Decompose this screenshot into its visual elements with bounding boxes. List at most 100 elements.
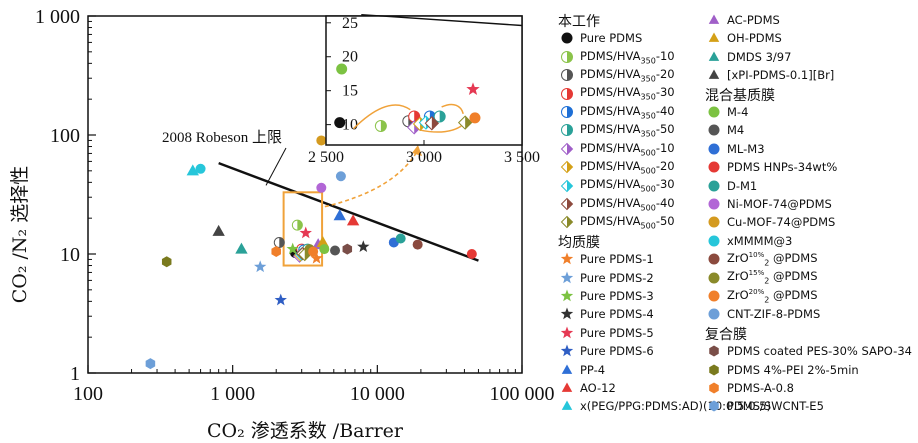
point-pure-pdms-1 [310, 251, 323, 264]
legend-label-text: OH-PDMS [727, 31, 782, 46]
triangle-marker-icon [561, 400, 573, 411]
legend-label-suffix: -30 [655, 177, 675, 192]
legend-item: PDMS/HVA500-40 [560, 196, 675, 212]
legend-label-sub: 500 [640, 221, 656, 231]
legend-item: CNT-ZIF-8-PDMS [707, 306, 820, 322]
legend-label: PDMS/HVA500-30 [580, 177, 675, 193]
legend-label-text: Pure PDMS [580, 31, 643, 46]
legend-marker [561, 32, 573, 44]
legend-marker [561, 69, 573, 82]
legend-label: Pure PDMS-3 [580, 289, 654, 303]
legend-marker [708, 216, 720, 228]
legend-label-suffix: -10 [655, 48, 675, 63]
legend-marker [708, 290, 720, 302]
legend-label-sub: 500 [640, 166, 656, 176]
inset-point-pure-pdms [334, 117, 346, 129]
legend-label-text: Cu-MOF-74@PDMS [727, 215, 836, 230]
diamond-marker-icon [560, 142, 574, 156]
y-tick-label: 10 [60, 244, 80, 266]
legend-marker [708, 180, 720, 192]
legend-label-suffix: @PDMS [769, 251, 818, 266]
legend-label-text: Pure PDMS-1 [580, 252, 654, 267]
diamond-marker-icon [560, 216, 574, 229]
point-zro2-10-pdms [412, 239, 423, 250]
legend-label-text: PDMS/HVA [580, 48, 641, 63]
legend-marker [708, 235, 720, 247]
legend-marker [709, 400, 719, 412]
legend-label-suffix: -20 [655, 159, 675, 174]
legend-label-text: PDMS/SWCNT-E5 [727, 399, 824, 414]
legend-marker [708, 161, 720, 173]
legend-label-text: PDMS coated PES-30% SAPO-34 [727, 344, 912, 359]
point-m4 [330, 245, 341, 256]
legend-item: Pure PDMS-3 [560, 288, 654, 304]
legend-label-text: PDMS/HVA [580, 85, 641, 100]
legend-label: PDMS/HVA350-50 [580, 122, 675, 138]
legend-marker [709, 364, 719, 376]
x-axis-title: CO₂ 渗透系数 /Barrer [207, 420, 404, 442]
legend-label: PDMS/HVA500-10 [580, 141, 675, 157]
legend-item: OH-PDMS [707, 30, 782, 46]
legend-label: PDMS/HVA500-20 [580, 159, 675, 175]
legend-label: PDMS/HVA350-20 [580, 67, 675, 83]
legend-label-suffix: -50 [655, 214, 675, 229]
zoom-arrow [324, 149, 419, 208]
legend-item: PDMS/HVA500-30 [560, 177, 675, 194]
y-tick-label: 1 000 [35, 6, 80, 28]
point-zro2-20-pdms [308, 246, 319, 257]
point-pp-4 [333, 209, 346, 221]
triangle-marker-icon [708, 69, 720, 80]
triangle-marker-icon [561, 382, 573, 392]
circle-marker-icon [708, 143, 720, 155]
legend-marker [561, 400, 573, 411]
x-tick-label: 100 000 [490, 383, 555, 405]
circle-marker-icon [708, 272, 720, 284]
legend-label: CNT-ZIF-8-PDMS [727, 307, 820, 321]
legend-label-text: Pure PDMS-5 [580, 325, 654, 340]
legend-item: Cu-MOF-74@PDMS [707, 214, 835, 230]
star-marker-icon [560, 344, 574, 357]
inset-point-pure-pdms-5 [466, 82, 480, 95]
inset-arrow [441, 103, 464, 114]
legend-marker [560, 271, 574, 283]
zoom-arrowhead [412, 145, 422, 156]
legend-item: M-4 [707, 104, 748, 120]
circle-marker-icon [708, 106, 720, 118]
point-pdms-hnps-34wt [466, 249, 477, 259]
point-xmmmm-3 [195, 163, 206, 174]
inset-x-tick-label: 3 500 [504, 149, 540, 166]
legend-item: D-M1 [707, 178, 757, 194]
legend-item: PDMS-A-0.8 [707, 380, 794, 396]
legend-marker [708, 106, 720, 118]
legend-label: Cu-MOF-74@PDMS [727, 215, 835, 229]
legend-label-suffix: -30 [655, 85, 675, 100]
legend-group-heading: 混合基质膜 [705, 87, 775, 104]
point-pdms-swcnt-e5 [145, 358, 156, 370]
legend-label-suffix: @PDMS [769, 269, 818, 284]
legend-label-text: PDMS/HVA [580, 177, 641, 192]
circle-marker-icon [561, 87, 573, 100]
legend-item: PDMS/HVA500-10 [560, 141, 675, 157]
legend-marker [708, 308, 720, 320]
inset-point-pdms-hva500-40 [424, 116, 440, 131]
legend-label-text: AO-12 [580, 381, 616, 395]
circle-marker-icon [708, 216, 720, 228]
legend-label-text: PDMS/HVA [580, 67, 641, 82]
inset-point-pdms-hva350-50 [433, 110, 446, 123]
inset-arrow [352, 104, 411, 130]
y-axis-title: CO₂ /N₂ 选择性 [9, 166, 31, 303]
inset-arrow [419, 125, 462, 133]
legend-item: Pure PDMS-2 [560, 270, 654, 286]
legend-item: PDMS/HVA350-20 [560, 67, 675, 83]
legend-item: PDMS/HVA350-30 [560, 85, 675, 102]
legend-item: Pure PDMS-4 [560, 306, 654, 322]
legend-label: PDMS/HVA500-40 [580, 196, 675, 212]
legend-label-text: [xPI-PDMS-0.1][Br] [727, 68, 835, 83]
point-oh-pdms [316, 235, 330, 248]
legend-label: OH-PDMS [727, 31, 782, 45]
point-pure-pdms-2 [254, 260, 267, 273]
diamond-marker-icon [560, 197, 574, 211]
robeson-label-leader [265, 147, 287, 186]
hexagon-marker-icon [709, 382, 719, 394]
triangle-marker-icon [708, 14, 720, 24]
